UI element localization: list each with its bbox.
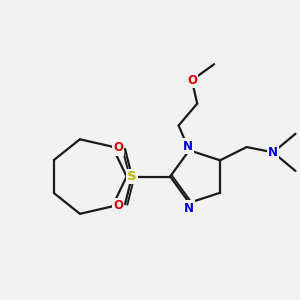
Text: N: N (184, 202, 194, 214)
Text: O: O (113, 141, 123, 154)
Text: O: O (113, 199, 123, 212)
Text: O: O (187, 74, 197, 87)
Text: N: N (183, 140, 193, 152)
Text: S: S (127, 170, 137, 183)
Text: N: N (268, 146, 278, 159)
